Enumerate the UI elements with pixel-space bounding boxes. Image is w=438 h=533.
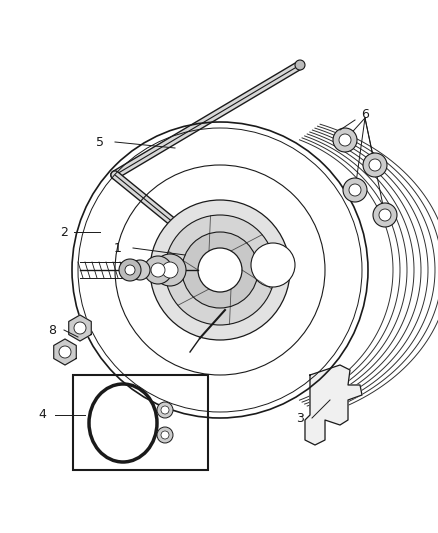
Circle shape [333, 128, 357, 152]
Circle shape [154, 254, 186, 286]
Circle shape [179, 226, 191, 238]
Text: 8: 8 [48, 324, 56, 336]
Circle shape [150, 200, 290, 340]
Circle shape [59, 346, 71, 358]
Bar [73, 375, 208, 470]
Circle shape [144, 256, 172, 284]
Circle shape [130, 260, 150, 280]
Text: 2: 2 [60, 225, 68, 238]
Text: 6: 6 [361, 109, 369, 122]
Text: 3: 3 [296, 411, 304, 424]
Circle shape [157, 427, 173, 443]
Circle shape [151, 263, 165, 277]
Circle shape [369, 159, 381, 171]
Circle shape [161, 406, 169, 414]
Circle shape [373, 203, 397, 227]
Circle shape [157, 402, 173, 418]
Text: 4: 4 [38, 408, 46, 422]
Circle shape [339, 134, 351, 146]
Circle shape [198, 248, 242, 292]
Circle shape [162, 262, 178, 278]
Circle shape [343, 178, 367, 202]
Circle shape [74, 322, 86, 334]
Circle shape [295, 60, 305, 70]
Text: 1: 1 [114, 241, 122, 254]
Circle shape [182, 232, 258, 308]
Circle shape [119, 259, 141, 281]
Polygon shape [69, 315, 91, 341]
Circle shape [125, 265, 135, 275]
Polygon shape [305, 365, 362, 445]
Polygon shape [54, 339, 76, 365]
Text: 5: 5 [96, 135, 104, 149]
Circle shape [349, 184, 361, 196]
Circle shape [251, 243, 295, 287]
Circle shape [363, 153, 387, 177]
Circle shape [379, 209, 391, 221]
Circle shape [161, 431, 169, 439]
Circle shape [165, 215, 275, 325]
